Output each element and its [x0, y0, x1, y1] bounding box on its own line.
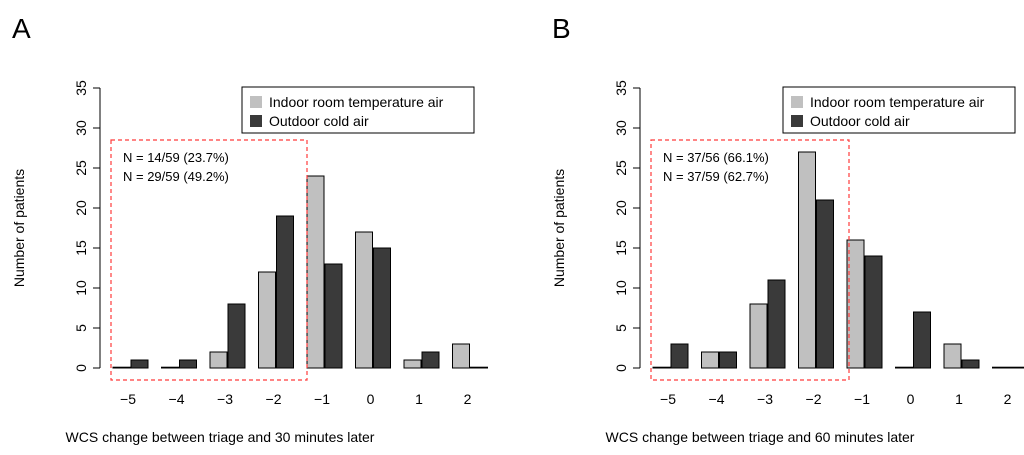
- panel-b-x-tick-label: 1: [955, 391, 963, 407]
- panel-a-y-tick-label: 5: [73, 324, 89, 332]
- panel-b-x-tick-label: 2: [1004, 391, 1012, 407]
- panel-a-bar-indoor: [259, 272, 276, 368]
- panel-a-y-tick-label: 35: [73, 80, 89, 96]
- panel-b-letter: B: [552, 13, 571, 44]
- panel-a-y-axis-title: Number of patients: [11, 169, 27, 287]
- panel-b-bar-outdoor: [962, 360, 979, 368]
- panel-b-y-tick-label: 35: [613, 80, 629, 96]
- panel-b-bar-outdoor: [671, 344, 688, 368]
- panel-b-y-tick-label: 10: [613, 280, 629, 296]
- panel-a-legend-label-indoor: Indoor room temperature air: [269, 94, 444, 110]
- panel-b-y-tick-label: 25: [613, 160, 629, 176]
- panel-b-bar-indoor: [896, 367, 913, 368]
- panel-a-legend-label-outdoor: Outdoor cold air: [269, 113, 369, 129]
- panel-a-bar-outdoor: [180, 360, 197, 368]
- panel-b-x-tick-label: −5: [660, 391, 676, 407]
- panel-a-bar-indoor: [307, 176, 324, 368]
- panel-b-bar-indoor: [750, 304, 767, 368]
- panel-b-bar-outdoor: [865, 256, 882, 368]
- panel-a-x-tick-label: −3: [217, 391, 233, 407]
- panel-b-bar-indoor: [702, 352, 719, 368]
- panel-a-bar-outdoor: [277, 216, 294, 368]
- panel-b-bar-outdoor: [1011, 367, 1024, 368]
- panel-b-x-tick-label: −3: [757, 391, 773, 407]
- panel-b-x-tick-label: −4: [709, 391, 725, 407]
- panel-b-y-tick-label: 30: [613, 120, 629, 136]
- panel-a-bar-outdoor: [374, 248, 391, 368]
- panel-b-bar-indoor: [993, 367, 1010, 368]
- panel-a-annotation-outdoor: N = 29/59 (49.2%): [123, 169, 229, 184]
- panel-a-x-tick-label: 0: [367, 391, 375, 407]
- panel-b-legend-swatch-outdoor: [791, 115, 803, 127]
- panel-b-bar-indoor: [944, 344, 961, 368]
- panel-a-bar-indoor: [356, 232, 373, 368]
- panel-a-x-tick-label: −2: [266, 391, 282, 407]
- panel-a-legend-swatch-indoor: [250, 96, 262, 108]
- panel-b-x-tick-label: 0: [907, 391, 915, 407]
- panel-b-legend-label-outdoor: Outdoor cold air: [810, 113, 910, 129]
- panel-b-bar-outdoor: [720, 352, 737, 368]
- panel-a-annotation-indoor: N = 14/59 (23.7%): [123, 150, 229, 165]
- panel-b-x-tick-label: −1: [854, 391, 870, 407]
- panel-b-bar-outdoor: [817, 200, 834, 368]
- panel-a-x-tick-label: −4: [169, 391, 185, 407]
- panel-a-bar-outdoor: [131, 360, 148, 368]
- panel-a-bar-outdoor: [228, 304, 245, 368]
- panel-a-x-tick-label: −5: [120, 391, 136, 407]
- panel-b-bar-outdoor: [914, 312, 931, 368]
- panel-b-legend-swatch-indoor: [791, 96, 803, 108]
- panel-b-bar-indoor: [799, 152, 816, 368]
- panel-b-bar-indoor: [653, 367, 670, 368]
- panel-a-bar-indoor: [453, 344, 470, 368]
- panel-a-bar-outdoor: [325, 264, 342, 368]
- panel-a-bar-outdoor: [422, 352, 439, 368]
- panel-a-bar-indoor: [162, 367, 179, 368]
- panel-b-y-tick-label: 15: [613, 240, 629, 256]
- panel-b-x-tick-label: −2: [806, 391, 822, 407]
- panel-b-annotation-indoor: N = 37/56 (66.1%): [663, 150, 769, 165]
- panel-b-y-tick-label: 5: [613, 324, 629, 332]
- panel-a-letter: A: [12, 13, 31, 44]
- panel-b-legend-label-indoor: Indoor room temperature air: [810, 94, 985, 110]
- panel-b-y-axis-title: Number of patients: [551, 169, 567, 287]
- panel-b-bar-outdoor: [768, 280, 785, 368]
- panel-b-y-tick-label: 20: [613, 200, 629, 216]
- panel-a-y-tick-label: 0: [73, 364, 89, 372]
- panel-a-y-tick-label: 30: [73, 120, 89, 136]
- panel-a-y-tick-label: 20: [73, 200, 89, 216]
- panel-a-x-tick-label: 2: [464, 391, 472, 407]
- panel-a-y-tick-label: 15: [73, 240, 89, 256]
- panel-a-bar-indoor: [113, 367, 130, 368]
- panel-b-x-axis-title: WCS change between triage and 60 minutes…: [606, 429, 915, 445]
- panel-a-bar-indoor: [404, 360, 421, 368]
- panel-a-y-tick-label: 25: [73, 160, 89, 176]
- panel-a-x-tick-label: −1: [314, 391, 330, 407]
- panel-a-legend-swatch-outdoor: [250, 115, 262, 127]
- panel-a-bar-outdoor: [471, 367, 488, 368]
- panel-a-y-tick-label: 10: [73, 280, 89, 296]
- panel-b-y-tick-label: 0: [613, 364, 629, 372]
- panel-a-x-axis-title: WCS change between triage and 30 minutes…: [66, 429, 375, 445]
- panel-a-x-tick-label: 1: [415, 391, 423, 407]
- panel-a-bar-indoor: [210, 352, 227, 368]
- panel-b-annotation-outdoor: N = 37/59 (62.7%): [663, 169, 769, 184]
